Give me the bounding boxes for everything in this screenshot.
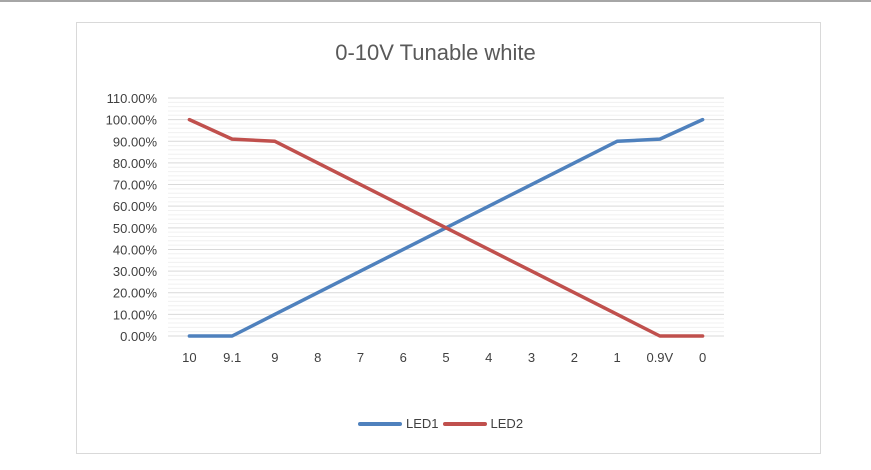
x-tick-label: 10 [182, 350, 196, 365]
y-tick-label: 30.00% [113, 264, 158, 279]
x-axis-ticks: 10 9.1 9 8 7 6 5 4 3 2 1 0.9V 0 [182, 350, 706, 365]
legend-item-led2: LED2 [442, 416, 524, 431]
y-tick-label: 10.00% [113, 307, 158, 322]
x-tick-label: 4 [485, 350, 492, 365]
x-tick-label: 8 [314, 350, 321, 365]
series-line-led2 [187, 117, 705, 338]
y-tick-label: 0.00% [120, 329, 157, 344]
series-lines [187, 117, 705, 338]
y-tick-label: 70.00% [113, 178, 158, 193]
y-tick-label: 40.00% [113, 242, 158, 257]
x-tick-label: 1 [613, 350, 620, 365]
y-tick-label: 110.00% [107, 91, 158, 106]
y-tick-label: 90.00% [113, 134, 158, 149]
legend-swatch-led1 [358, 421, 402, 426]
x-tick-label: 0.9V [646, 350, 673, 365]
chart-container [76, 22, 821, 454]
y-tick-label: 50.00% [113, 221, 158, 236]
x-tick-label: 0 [699, 350, 706, 365]
y-tick-label: 80.00% [113, 156, 158, 171]
x-tick-label: 3 [528, 350, 535, 365]
legend-label-led2: LED2 [490, 416, 524, 431]
legend: LED1 LED2 [358, 416, 527, 431]
x-tick-label: 2 [571, 350, 578, 365]
x-tick-label: 9.1 [223, 350, 241, 365]
chart-title: 0-10V Tunable white [335, 40, 536, 65]
y-tick-label: 60.00% [113, 199, 158, 214]
y-tick-label: 100.00% [106, 113, 158, 128]
y-tick-label: 20.00% [113, 286, 158, 301]
x-tick-label: 5 [442, 350, 449, 365]
x-tick-label: 6 [400, 350, 407, 365]
top-divider [0, 0, 871, 2]
y-axis-ticks: 0.00% 10.00% 20.00% 30.00% 40.00% 50.00% 60.00… [106, 91, 158, 344]
x-tick-label: 7 [357, 350, 364, 365]
legend-item-led1: LED1 [358, 416, 439, 431]
gridlines [168, 97, 724, 337]
legend-label-led1: LED1 [406, 416, 439, 431]
legend-swatch-led2 [442, 421, 487, 426]
x-tick-label: 9 [271, 350, 278, 365]
